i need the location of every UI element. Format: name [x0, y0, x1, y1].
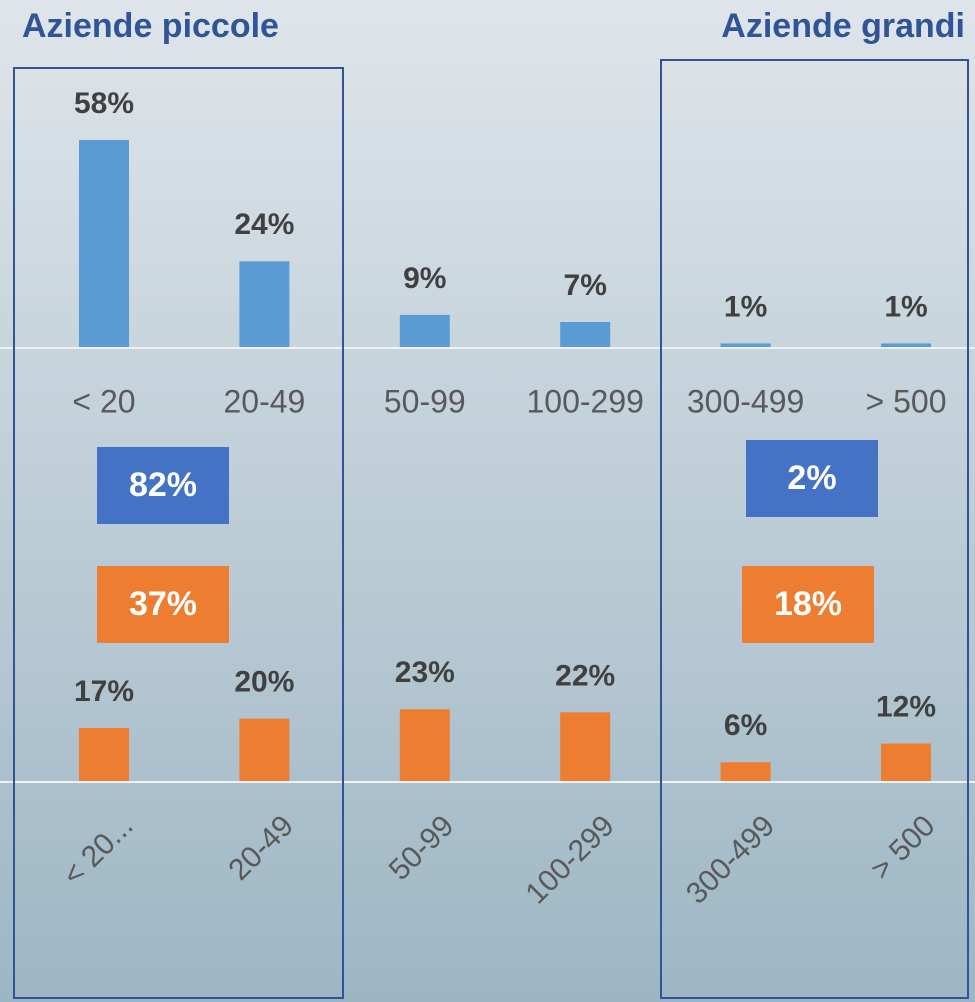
bar — [560, 712, 611, 781]
data-label: 17% — [74, 675, 134, 708]
group-frame — [13, 67, 344, 999]
bar — [399, 314, 450, 347]
bar — [79, 727, 129, 781]
summary-label: 82% — [129, 466, 197, 504]
bar — [881, 343, 931, 347]
data-label: 1% — [724, 290, 767, 323]
summary-box — [97, 447, 229, 524]
group-frame — [660, 59, 969, 999]
x-tick-label: 50-99 — [384, 383, 466, 419]
bar — [720, 762, 771, 781]
bar — [399, 709, 450, 781]
x-tick-label: > 500 — [866, 383, 947, 419]
summary-label: 37% — [129, 585, 197, 623]
x-tick-label: < 20 — [72, 383, 135, 419]
bar — [79, 139, 129, 347]
data-label: 1% — [884, 290, 927, 323]
data-label: 20% — [234, 666, 294, 699]
data-label: 24% — [234, 208, 294, 241]
data-label: 7% — [564, 269, 607, 302]
bar — [881, 743, 931, 781]
group-title: Aziende grandi — [721, 7, 965, 45]
summary-box — [742, 566, 874, 643]
bar — [560, 322, 611, 347]
bar — [239, 718, 290, 781]
data-label: 6% — [724, 709, 767, 742]
data-label: 9% — [403, 262, 446, 295]
data-label: 22% — [555, 659, 615, 692]
x-tick-label: 20-49 — [223, 383, 305, 419]
data-label: 58% — [74, 87, 134, 120]
summary-box — [97, 566, 229, 643]
group-title: Aziende piccole — [22, 7, 279, 45]
data-label: 23% — [395, 656, 455, 689]
summary-label: 2% — [787, 459, 836, 497]
bar — [720, 343, 771, 347]
summary-label: 18% — [774, 585, 842, 623]
x-tick-label: 100-299 — [526, 383, 643, 419]
x-tick-label: 300-499 — [687, 383, 804, 419]
bar — [239, 261, 290, 347]
summary-box — [746, 440, 878, 517]
data-label: 12% — [876, 690, 936, 723]
